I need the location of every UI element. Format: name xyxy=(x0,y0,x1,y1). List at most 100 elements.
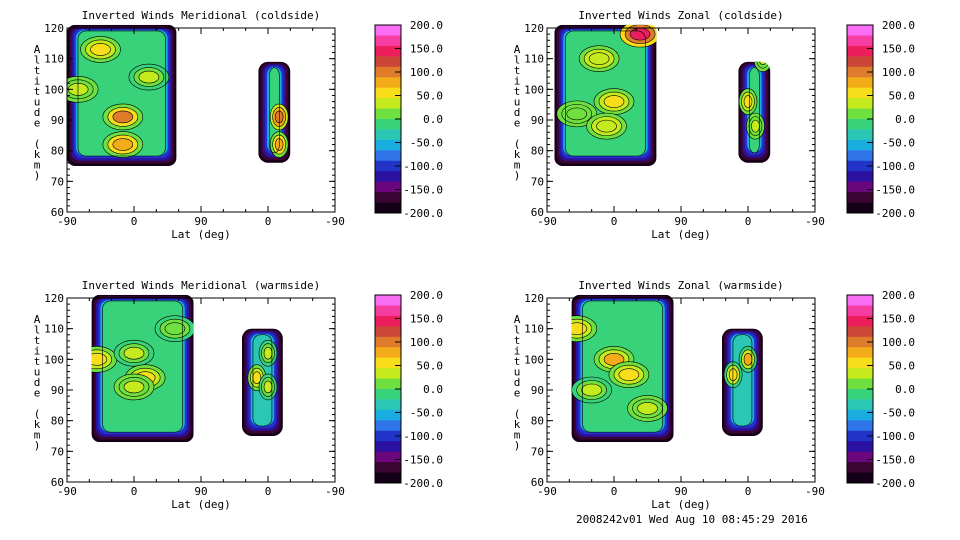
y-tick-label: 90 xyxy=(51,384,64,397)
contour-region xyxy=(258,61,291,163)
colorbar-tick-label: -100.0 xyxy=(403,430,443,443)
colorbar-swatch xyxy=(375,409,401,421)
contour-region xyxy=(571,294,674,443)
chart-panel-2: Inverted Winds Zonal (coldside) -90 0 90 0 -9… xyxy=(514,9,915,241)
contour-line xyxy=(269,67,280,154)
colorbar-tick-label: 0.0 xyxy=(895,383,915,396)
colorbar-tick-label: -200.0 xyxy=(403,477,443,490)
contour-blob xyxy=(138,70,160,84)
colorbar-swatch xyxy=(847,420,873,432)
colorbar-tick-label: 50.0 xyxy=(417,360,444,373)
colorbar-swatch xyxy=(375,45,401,57)
chart-title: Inverted Winds Zonal (warmside) xyxy=(578,279,783,292)
colorbar-swatch xyxy=(847,171,873,183)
colorbar-swatch xyxy=(847,347,873,359)
colorbar-swatch xyxy=(375,192,401,204)
contour-blob xyxy=(603,353,625,366)
contour-blob xyxy=(618,368,640,381)
colorbar-tick-label: 50.0 xyxy=(889,90,916,103)
colorbar-swatch xyxy=(847,119,873,130)
x-tick-label: 0 xyxy=(611,485,618,498)
contour-blob xyxy=(581,383,602,397)
colorbar-swatch xyxy=(375,378,401,390)
colorbar-swatch xyxy=(847,202,873,214)
x-tick-label: 90 xyxy=(674,485,687,498)
colorbar-swatch xyxy=(847,409,873,421)
colorbar-swatch xyxy=(375,430,401,442)
contour-line xyxy=(102,300,183,433)
y-tick-label: 110 xyxy=(524,53,544,66)
colorbar-tick-label: -100.0 xyxy=(875,160,915,173)
colorbar-swatch xyxy=(375,420,401,432)
contour-blob xyxy=(603,95,625,108)
colorbar-tick-label: 200.0 xyxy=(882,289,915,302)
colorbar-swatch xyxy=(847,150,873,162)
x-axis-label: Lat (deg) xyxy=(171,228,231,241)
colorbar-swatch xyxy=(847,336,873,348)
contour-blob xyxy=(112,110,134,124)
footer-stamp: 2008242v01 Wed Aug 10 08:45:29 2016 xyxy=(576,513,808,526)
colorbar-swatch xyxy=(847,326,873,338)
colorbar-tick-label: -150.0 xyxy=(875,454,915,467)
x-tick-label: 0 xyxy=(131,215,138,228)
colorbar: 200.0 150.0 100.0 50.0 0.0 -50.0 -100.0 -150.0 -… xyxy=(374,19,443,220)
colorbar-tick-label: 100.0 xyxy=(410,66,443,79)
colorbar-tick-label: -150.0 xyxy=(403,454,443,467)
colorbar-swatch xyxy=(847,87,873,99)
x-axis-label: Lat (deg) xyxy=(171,498,231,511)
contour-blob xyxy=(629,27,651,41)
colorbar-swatch xyxy=(847,295,873,306)
y-tick-label: 90 xyxy=(531,114,544,127)
contour-blob xyxy=(112,138,134,151)
colorbar-swatch xyxy=(847,315,873,327)
colorbar-swatch xyxy=(375,326,401,338)
chart-title: Inverted Winds Meridional (warmside) xyxy=(82,279,320,292)
y-tick-label: 110 xyxy=(44,53,64,66)
chart-title: Inverted Winds Zonal (coldside) xyxy=(578,9,783,22)
y-tick-label: 80 xyxy=(531,415,544,428)
contour-blob xyxy=(756,61,770,69)
colorbar-tick-label: 200.0 xyxy=(410,19,443,32)
y-tick-label: 120 xyxy=(44,22,64,35)
colorbar-swatch xyxy=(847,45,873,57)
contour-region xyxy=(554,24,657,166)
colorbar-swatch xyxy=(847,181,873,193)
colorbar-swatch xyxy=(847,129,873,141)
x-tick-label: 0 xyxy=(745,485,752,498)
contour-blob xyxy=(637,402,658,415)
colorbar-swatch xyxy=(375,139,401,151)
y-tick-label: 70 xyxy=(51,445,64,458)
colorbar-swatch xyxy=(847,472,873,484)
contour-blob xyxy=(588,52,610,65)
colorbar-tick-label: 200.0 xyxy=(882,19,915,32)
y-tick-label: 60 xyxy=(531,476,544,489)
colorbar-swatch xyxy=(375,399,401,411)
contour-blob xyxy=(566,107,588,121)
x-axis-label: Lat (deg) xyxy=(651,498,711,511)
colorbar-swatch xyxy=(375,171,401,183)
contour-region xyxy=(241,328,283,436)
colorbar-swatch xyxy=(847,399,873,411)
colorbar-swatch xyxy=(847,56,873,68)
colorbar-swatch xyxy=(375,77,401,89)
x-tick-label: 0 xyxy=(611,215,618,228)
colorbar-swatch xyxy=(375,357,401,369)
colorbar-swatch xyxy=(375,451,401,463)
colorbar-swatch xyxy=(375,347,401,359)
colorbar-tick-label: 150.0 xyxy=(882,43,915,56)
contour-line xyxy=(565,30,646,157)
colorbar-tick-label: 100.0 xyxy=(882,336,915,349)
colorbar-tick-label: 0.0 xyxy=(423,383,443,396)
x-tick-label: 0 xyxy=(265,485,272,498)
colorbar-tick-label: -50.0 xyxy=(882,407,915,420)
contour-line xyxy=(77,30,166,157)
contour-region xyxy=(738,61,771,163)
x-tick-label: 90 xyxy=(194,485,207,498)
colorbar-swatch xyxy=(847,192,873,204)
colorbar-tick-label: 200.0 xyxy=(410,289,443,302)
contour-line xyxy=(732,334,753,427)
colorbar-swatch xyxy=(847,430,873,442)
y-tick-label: 80 xyxy=(531,145,544,158)
